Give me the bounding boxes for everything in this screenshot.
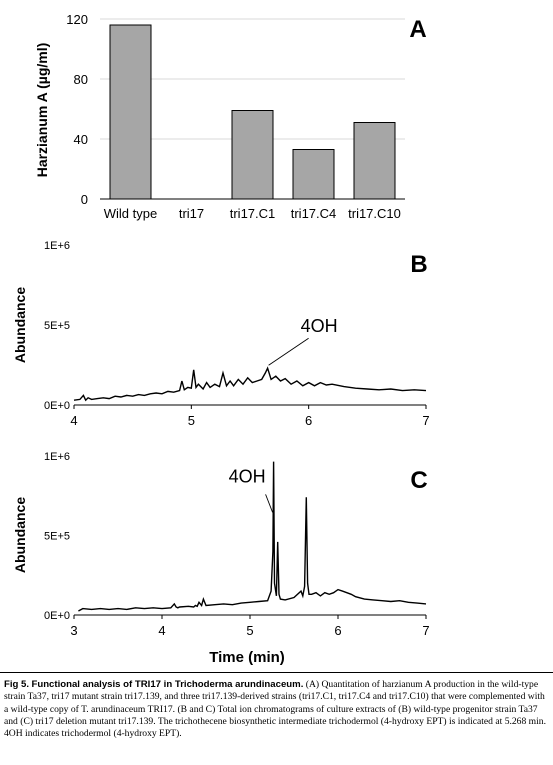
panel-c-y-axis-label: Abundance [12, 497, 28, 573]
panel-a-x-tick-label: Wild type [104, 206, 157, 221]
panel-c-annotation-pointer [265, 494, 274, 513]
panel-b-y-tick-label: 0E+0 [44, 400, 70, 412]
panel-c-x-tick-label: 4 [158, 623, 165, 638]
panel-a-bars [109, 24, 396, 200]
panel-c-y-tick-label: 0E+0 [44, 610, 70, 622]
panel-a-bar-chart: 0 40 80 120 Wild type tri17 tri17.C1 tri17.C4 t… [34, 12, 427, 221]
panel-a-y-axis-label: Harzianum A (µg/ml) [34, 43, 50, 178]
panel-c-trace [78, 461, 427, 612]
panel-a-letter: A [409, 16, 426, 43]
figure-caption: Fig 5. Functional analysis of TRI17 in T… [4, 679, 549, 740]
panel-c-y-tick-label: 1E+6 [44, 451, 70, 463]
caption-label: Fig 5. [4, 679, 30, 690]
panel-c-x-tick-label: 3 [70, 623, 77, 638]
panel-b-y-tick-label: 5E+5 [44, 320, 70, 332]
panel-b-letter: B [410, 251, 427, 278]
caption-title: Functional analysis of TRI17 in Trichode… [31, 679, 304, 690]
panel-a-y-tick-label: 40 [74, 132, 88, 147]
panel-c-annotation-4oh: 4OH [229, 466, 266, 486]
panel-b-chromatogram: 4 5 6 7 0E+0 5E+5 1E+6 4OH Abundance B [12, 240, 430, 428]
panel-a-y-tick-label: 0 [81, 192, 88, 207]
panel-a-x-tick-label: tri17 [179, 206, 204, 221]
panel-b-x-tick-label: 7 [422, 413, 429, 428]
panel-a-bar [292, 149, 335, 200]
panel-b-x-tick-label: 6 [305, 413, 312, 428]
panel-a-x-tick-label: tri17.C10 [348, 206, 401, 221]
panel-c-x-axis-label: Time (min) [209, 649, 285, 666]
panel-a-y-tick-label: 80 [74, 72, 88, 87]
panel-b-y-tick-labels: 0E+0 5E+5 1E+6 [44, 240, 70, 412]
panel-b-annotation-4oh: 4OH [301, 316, 338, 336]
panel-a-bar [353, 122, 396, 200]
figure: 0 40 80 120 Wild type tri17 tri17.C1 tri17.C4 t… [12, 12, 430, 666]
panel-a-x-tick-label: tri17.C4 [291, 206, 337, 221]
panel-c-letter: C [410, 467, 427, 494]
panel-c-y-tick-labels: 0E+0 5E+5 1E+6 [44, 451, 70, 622]
panel-a-bar [109, 24, 152, 200]
panel-b-x-ticks: 4 5 6 7 [70, 405, 430, 428]
panel-a-y-tick-label: 120 [66, 12, 88, 27]
panel-b-x-tick-label: 5 [188, 413, 195, 428]
panel-b-trace [73, 366, 427, 402]
panel-b-annotation-pointer [268, 337, 309, 366]
panel-c-chromatogram: 3 4 5 6 7 0E+0 5E+5 1E+6 4OH Abundance Time (m… [12, 451, 430, 666]
caption-text: (A) Quantitation of harzianum A producti… [4, 679, 546, 740]
panel-a-y-tick-labels: 0 40 80 120 [66, 12, 88, 207]
panel-a-x-tick-label: tri17.C1 [230, 206, 276, 221]
caption-divider [0, 672, 553, 673]
panel-a-bar [231, 110, 274, 200]
panel-b-x-tick-label: 4 [70, 413, 77, 428]
panel-c-x-tick-label: 6 [334, 623, 341, 638]
panel-b-y-axis-label: Abundance [12, 287, 28, 363]
panel-c-y-tick-label: 5E+5 [44, 531, 70, 543]
panel-c-x-tick-label: 7 [422, 623, 429, 638]
panel-c-x-tick-label: 5 [246, 623, 253, 638]
panel-b-y-tick-label: 1E+6 [44, 240, 70, 252]
panel-c-x-ticks: 3 4 5 6 7 [70, 615, 430, 638]
panel-a-x-tick-labels: Wild type tri17 tri17.C1 tri17.C4 tri17.C10 [104, 206, 401, 221]
